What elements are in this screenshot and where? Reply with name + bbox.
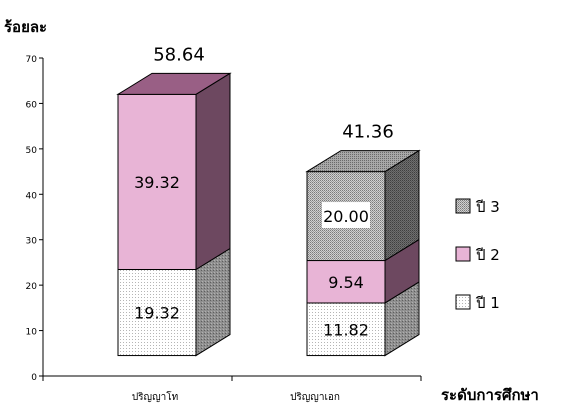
bar-segment-top <box>116 72 232 95</box>
axes: 0 10 20 30 40 50 60 70 ปริญญาโท ปริญญาเอก <box>26 55 422 403</box>
x-tick-label: ปริญญาเอก <box>290 392 340 403</box>
legend-swatch <box>455 198 471 214</box>
bar-stack: 19.32 39.32 <box>116 72 232 357</box>
legend-swatch <box>455 246 471 262</box>
data-label: 20.00 <box>323 207 369 226</box>
bars: 19.32 39.32 58.64 11.82 9.54 20.00 41.36 <box>116 44 421 357</box>
legend-swatch <box>455 294 471 310</box>
total-label: 58.64 <box>153 44 205 65</box>
bar-segment-top <box>305 150 421 173</box>
bar-segment-side <box>195 72 231 271</box>
y-tick-label: 30 <box>26 237 38 247</box>
y-tick-label: 0 <box>31 373 37 383</box>
y-tick-label: 50 <box>26 146 38 156</box>
y-tick-label: 60 <box>26 100 38 110</box>
y-tick-label: 10 <box>26 328 38 338</box>
bar-segment-front <box>306 260 386 304</box>
data-label: 11.82 <box>323 320 369 339</box>
legend: ปี 3 ปี 2 ปี 1 <box>455 198 500 312</box>
data-label: 19.32 <box>134 304 180 323</box>
data-label: 39.32 <box>134 173 180 192</box>
bar-segment-front <box>117 93 197 270</box>
data-label-background <box>322 202 370 229</box>
total-label: 41.36 <box>342 122 394 143</box>
y-tick-label: 40 <box>26 191 38 201</box>
y-tick-label: 70 <box>26 55 38 65</box>
legend-label: ปี 2 <box>475 246 500 264</box>
y-tick-label: 20 <box>26 282 38 292</box>
bar-segment-front <box>117 268 197 357</box>
legend-label: ปี 1 <box>475 294 500 312</box>
x-axis-title: ระดับการศึกษา <box>441 386 539 404</box>
legend-label: ปี 3 <box>475 198 500 216</box>
y-axis-title: ร้อยละ <box>4 18 47 36</box>
bar-segment-front <box>306 302 386 357</box>
x-tick-label: ปริญญาโท <box>132 390 178 403</box>
bar-stack: 11.82 9.54 20.00 <box>305 149 421 357</box>
data-label: 9.54 <box>328 273 364 292</box>
